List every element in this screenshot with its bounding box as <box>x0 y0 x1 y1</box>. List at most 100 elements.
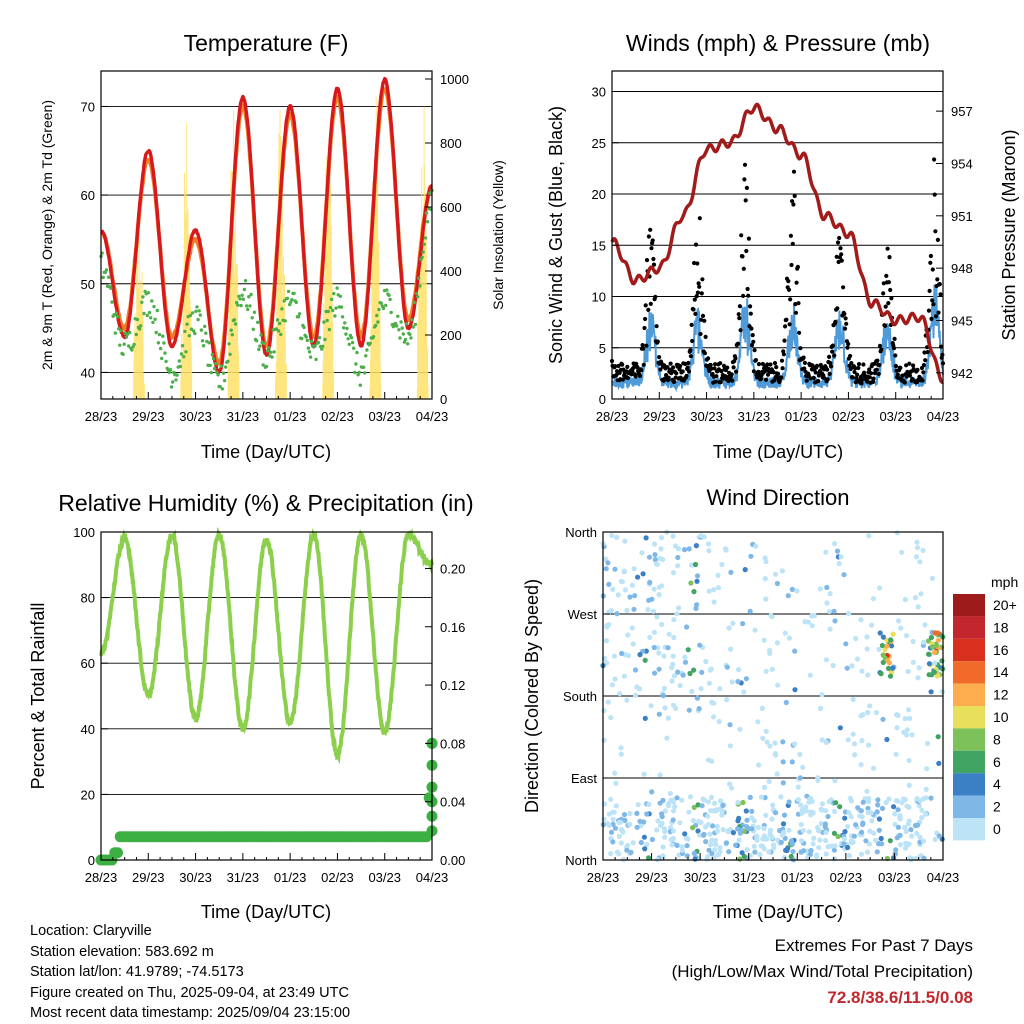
dewpoint-point <box>408 332 412 337</box>
direction-point <box>915 675 921 681</box>
colorbar-swatch <box>953 616 985 639</box>
direction-point <box>693 543 700 549</box>
gust-point <box>923 358 928 363</box>
direction-point <box>661 653 667 659</box>
dewpoint-point <box>274 327 279 331</box>
gust-point <box>796 301 801 306</box>
direction-point <box>714 828 721 834</box>
gust-point <box>928 260 933 265</box>
direction-point <box>786 635 793 641</box>
direction-point <box>887 673 894 679</box>
gust-point <box>842 326 848 331</box>
dewpoint-point <box>340 315 345 319</box>
direction-point <box>789 841 796 847</box>
gust-point <box>859 381 864 386</box>
direction-point <box>670 817 676 823</box>
direction-point <box>834 548 841 554</box>
dewpoint-point <box>376 320 380 324</box>
dewpoint-point <box>199 328 204 332</box>
direction-point <box>786 799 792 805</box>
dewpoint-point <box>151 320 155 325</box>
direction-point <box>686 707 692 713</box>
colorbar-label: 14 <box>993 664 1009 680</box>
direction-point <box>660 556 666 563</box>
direction-point <box>847 795 853 801</box>
gust-point <box>738 328 743 333</box>
direction-point <box>603 638 610 644</box>
gust-point <box>750 333 755 338</box>
dewpoint-point <box>193 331 197 336</box>
gust-point <box>915 367 920 372</box>
gust-point <box>744 185 750 190</box>
direction-point <box>906 757 912 764</box>
dewpoint-point <box>228 352 232 356</box>
direction-point <box>814 854 820 860</box>
direction-point <box>818 806 824 812</box>
direction-point <box>914 796 920 802</box>
direction-point <box>616 833 622 840</box>
direction-point <box>706 847 712 853</box>
direction-point <box>728 569 734 576</box>
direction-point <box>693 605 699 612</box>
gust-point <box>862 370 867 375</box>
direction-point <box>892 851 898 857</box>
gust-point <box>719 369 724 374</box>
direction-point <box>766 779 772 785</box>
direction-point <box>694 573 701 579</box>
direction-point <box>660 853 666 859</box>
dewpoint-point <box>107 275 111 279</box>
rh-y2tick-label: 0.12 <box>440 678 465 693</box>
gust-point <box>699 291 704 296</box>
gust-point <box>827 371 832 376</box>
direction-point <box>760 836 766 842</box>
direction-point <box>662 705 668 711</box>
gust-point <box>927 288 932 293</box>
direction-point <box>624 607 630 614</box>
gust-point <box>649 246 654 251</box>
direction-point <box>884 643 890 649</box>
rh-line <box>99 526 434 765</box>
gust-point <box>620 362 625 367</box>
rh-xtick-label: 04/23 <box>416 870 449 885</box>
gust-point <box>742 177 747 182</box>
direction-point <box>714 823 720 830</box>
direction-point <box>618 840 625 846</box>
direction-point <box>710 808 717 814</box>
dewpoint-point <box>119 329 123 333</box>
direction-point <box>827 626 833 632</box>
direction-point <box>726 625 732 631</box>
temperature-panel: Temperature (F) 40 50 60 70 0 200 400 600 800 100… <box>39 30 506 462</box>
direction-point <box>762 576 768 582</box>
gust-point <box>774 365 779 370</box>
direction-point <box>711 855 717 861</box>
wind-ytick-label: 0 <box>599 392 606 407</box>
dewpoint-point <box>248 304 252 308</box>
gust-point <box>646 234 652 239</box>
direction-point <box>635 802 641 808</box>
direction-point <box>730 620 736 626</box>
direction-point <box>774 771 780 777</box>
station-elevation: Station elevation: 583.692 m <box>30 943 214 960</box>
direction-point <box>931 649 938 656</box>
direction-point <box>772 751 779 757</box>
direction-point <box>761 825 767 832</box>
colorbar-swatch <box>953 661 985 684</box>
gust-point <box>698 331 703 337</box>
direction-point <box>769 666 775 672</box>
direction-point <box>656 592 662 598</box>
wind-ylabel: Sonic Wind & Gust (Blue, Black) <box>546 106 566 364</box>
gust-point <box>881 281 886 286</box>
dewpoint-point <box>398 336 402 340</box>
station-info: Location: Claryville Station elevation: … <box>30 921 350 1024</box>
dewpoint-point <box>132 342 136 347</box>
gust-point <box>828 361 833 366</box>
figure-created: Figure created on Thu, 2025-09-04, at 23… <box>30 984 349 1001</box>
dewpoint-point <box>238 297 242 301</box>
direction-point <box>832 618 838 624</box>
gust-point <box>867 375 872 380</box>
gust-point <box>891 346 897 351</box>
direction-point <box>808 848 814 854</box>
gust-point <box>729 372 734 377</box>
dewpoint-point <box>313 344 317 348</box>
direction-point <box>805 855 811 861</box>
